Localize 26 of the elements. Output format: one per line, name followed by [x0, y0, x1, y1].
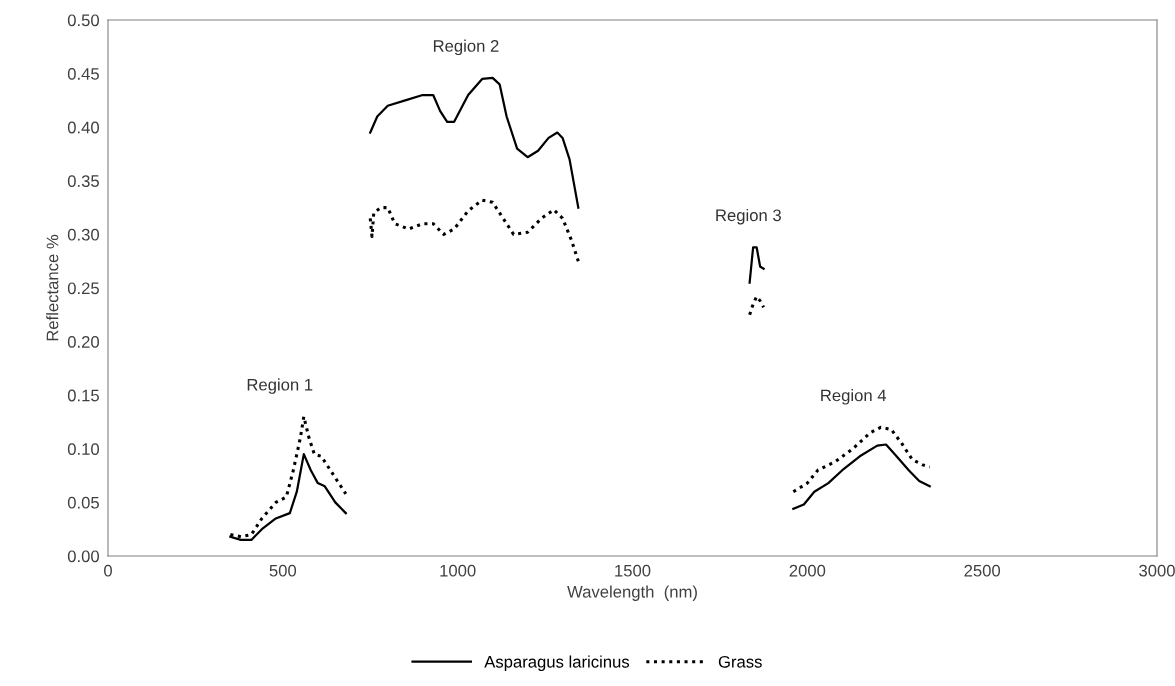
annotation: Region 4	[821, 389, 887, 405]
x-tick-label: 0	[104, 564, 112, 577]
y-tick-label: 0.15	[67, 389, 99, 402]
x-tick-label: 3000	[1139, 564, 1175, 577]
annotation: Region 3	[716, 208, 781, 225]
annotation: Region 1	[247, 378, 313, 394]
y-tick-label: 0.10	[67, 443, 100, 455]
legend-label: Grass	[718, 655, 762, 668]
y-tick-label: 0.05	[67, 496, 99, 509]
legend-label: Asparagus laricinus	[484, 655, 630, 671]
y-tick-label: 0.30	[67, 228, 100, 241]
x-axis-title: Wavelength (nm)	[567, 585, 697, 601]
y-axis-title: Reflectance %	[46, 234, 59, 341]
y-tick-label: 0.45	[67, 68, 99, 80]
x-tick-label: 500	[269, 564, 297, 577]
y-tick-label: 0.25	[67, 282, 99, 295]
y-tick-label: 0.50	[67, 14, 100, 27]
y-tick-label: 0.35	[67, 175, 99, 187]
y-tick-label: 0.00	[67, 550, 100, 563]
x-tick-label: 1000	[440, 564, 476, 577]
x-tick-label: 1500	[615, 564, 651, 577]
x-tick-label: 2500	[964, 564, 1001, 577]
y-tick-label: 0.40	[67, 121, 100, 134]
x-tick-label: 2000	[789, 564, 826, 577]
y-tick-label: 0.20	[67, 336, 100, 348]
annotation: Region 2	[433, 39, 499, 56]
